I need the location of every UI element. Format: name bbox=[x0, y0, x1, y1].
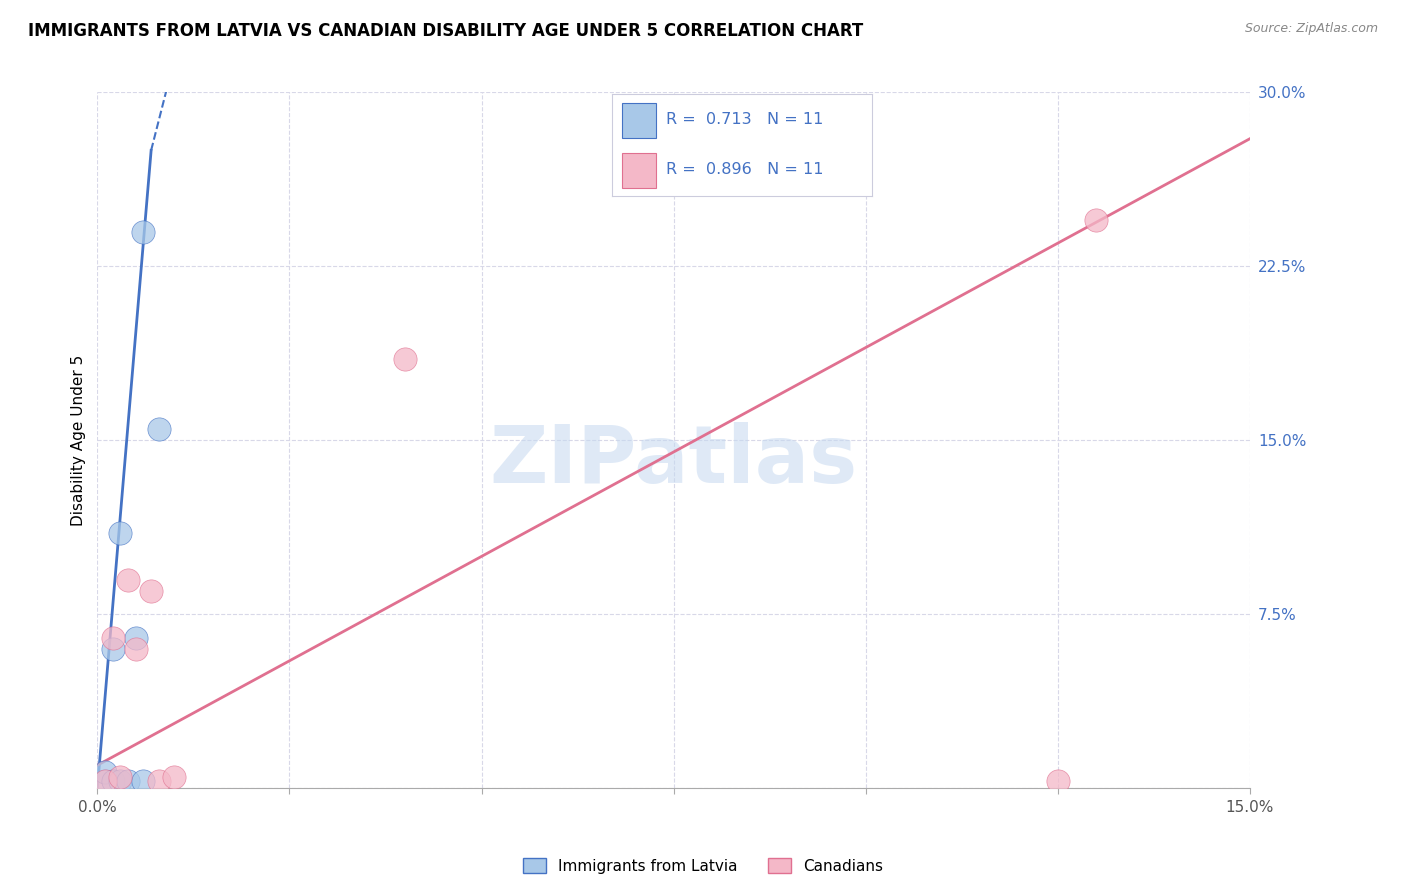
FancyBboxPatch shape bbox=[621, 153, 655, 188]
Point bbox=[117, 774, 139, 789]
Point bbox=[148, 422, 170, 436]
Point bbox=[148, 774, 170, 789]
Point bbox=[101, 774, 124, 789]
Text: IMMIGRANTS FROM LATVIA VS CANADIAN DISABILITY AGE UNDER 5 CORRELATION CHART: IMMIGRANTS FROM LATVIA VS CANADIAN DISAB… bbox=[28, 22, 863, 40]
Point bbox=[94, 774, 117, 789]
Point bbox=[1085, 213, 1108, 227]
Text: Source: ZipAtlas.com: Source: ZipAtlas.com bbox=[1244, 22, 1378, 36]
Point bbox=[125, 631, 148, 645]
Point bbox=[132, 225, 155, 239]
Point bbox=[394, 352, 416, 367]
Text: R =  0.713   N = 11: R = 0.713 N = 11 bbox=[666, 112, 824, 128]
Point bbox=[139, 584, 162, 599]
Point bbox=[117, 573, 139, 587]
Point bbox=[125, 642, 148, 657]
Point bbox=[101, 642, 124, 657]
FancyBboxPatch shape bbox=[621, 103, 655, 137]
Text: ZIPatlas: ZIPatlas bbox=[489, 422, 858, 500]
Point bbox=[101, 631, 124, 645]
Point bbox=[110, 774, 132, 789]
Point bbox=[1046, 774, 1069, 789]
Point bbox=[132, 774, 155, 789]
Point bbox=[110, 526, 132, 541]
Y-axis label: Disability Age Under 5: Disability Age Under 5 bbox=[72, 355, 86, 526]
Point bbox=[110, 770, 132, 784]
Point bbox=[94, 765, 117, 780]
Text: R =  0.896   N = 11: R = 0.896 N = 11 bbox=[666, 161, 824, 177]
Legend: Immigrants from Latvia, Canadians: Immigrants from Latvia, Canadians bbox=[517, 852, 889, 880]
Point bbox=[94, 774, 117, 789]
Point bbox=[163, 770, 186, 784]
